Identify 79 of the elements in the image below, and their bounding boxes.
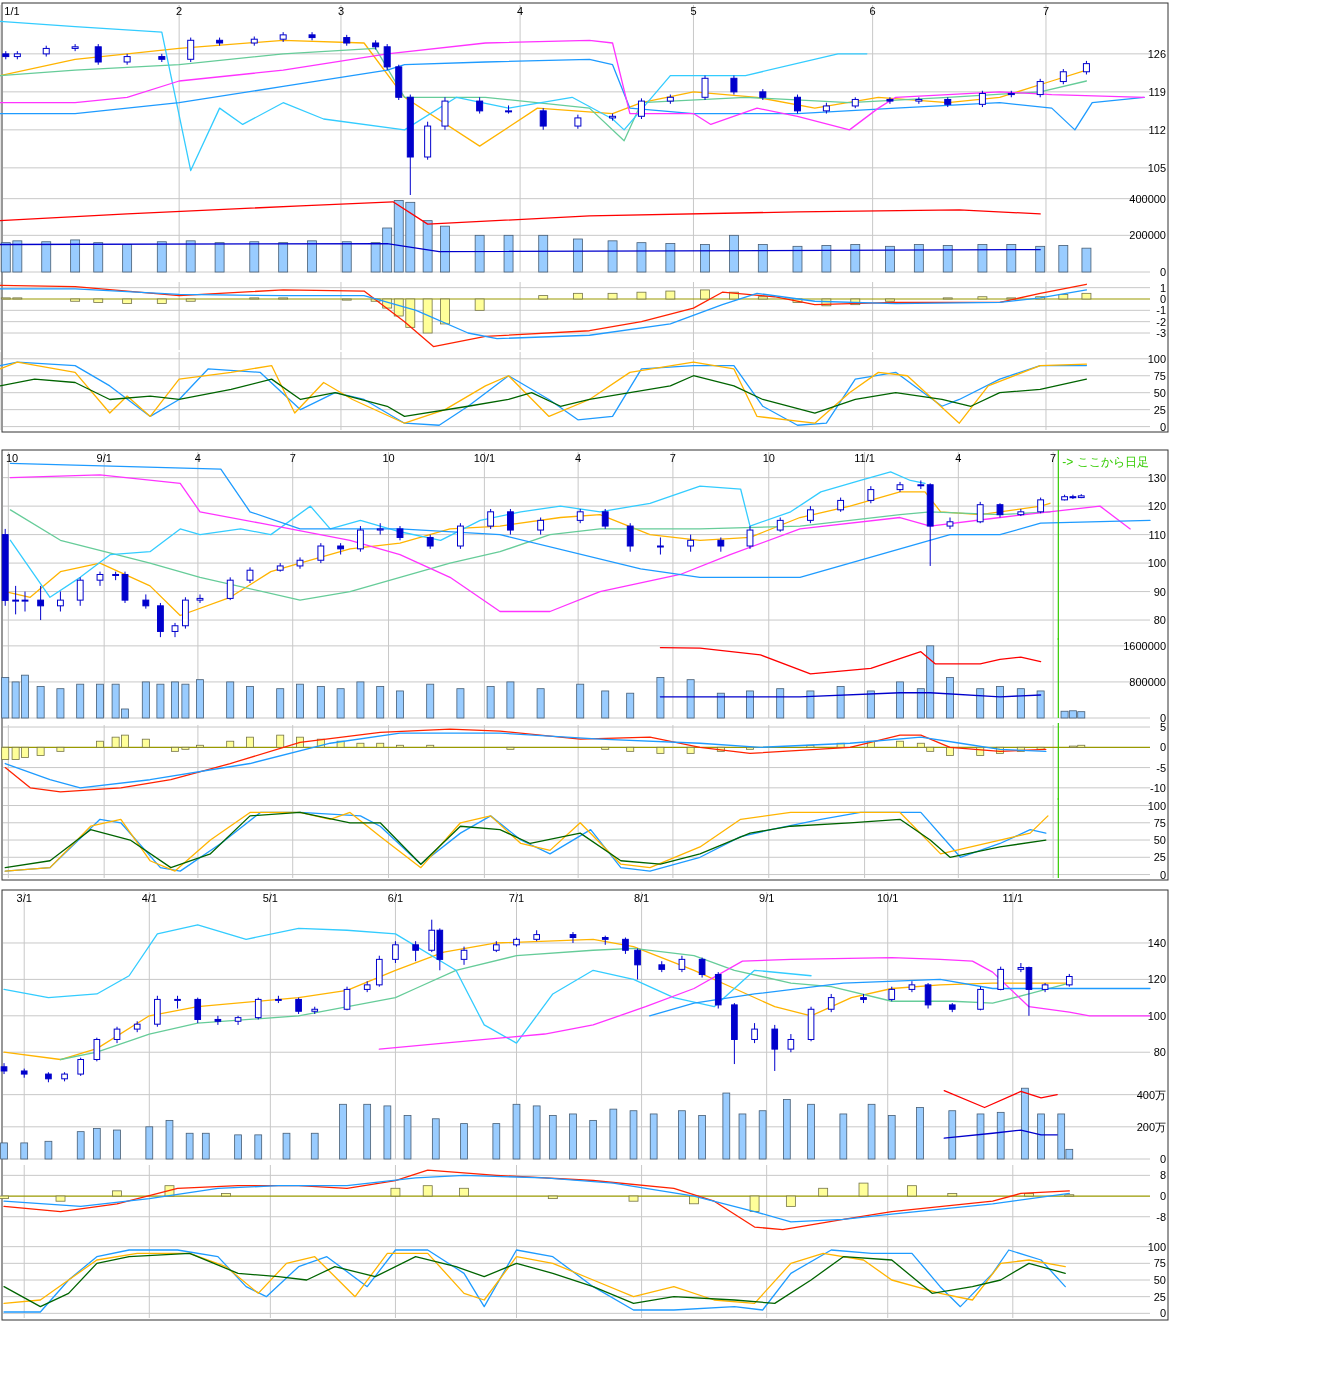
y-tick-label: 130	[1147, 471, 1166, 484]
x-tick-label: 10	[762, 452, 775, 464]
x-tick-label: 9/1	[759, 892, 775, 904]
y-tick-label: 0	[1159, 420, 1166, 433]
y-tick-label: -1	[1156, 304, 1166, 317]
x-tick-label: 11/1	[854, 452, 875, 464]
x-tick-label: 3/1	[16, 892, 32, 904]
y-tick-label: 0	[1159, 266, 1166, 278]
y-tick-label: 0	[1159, 1307, 1166, 1320]
y-tick-label: 100	[1147, 1009, 1166, 1022]
x-tick-label: 10/1	[473, 452, 496, 464]
y-tick-label: 200000	[1129, 229, 1166, 242]
y-tick-label: 0	[1159, 741, 1166, 754]
x-tick-label: 7/1	[508, 892, 525, 904]
y-tick-label: -10	[1150, 781, 1166, 794]
x-tick-label: 7	[289, 452, 296, 464]
y-tick-label: 1	[1159, 281, 1166, 294]
y-tick-label: 120	[1147, 500, 1166, 513]
x-tick-label: 3	[337, 5, 345, 17]
x-tick-label: 1/1	[4, 5, 20, 17]
x-tick-label: 7	[1042, 5, 1050, 17]
y-tick-label: 50	[1153, 386, 1166, 399]
y-tick-label: 100	[1147, 557, 1166, 570]
x-tick-label: 6/1	[387, 892, 404, 904]
y-tick-label: 140	[1147, 936, 1166, 949]
y-tick-label: 25	[1153, 1290, 1166, 1303]
x-tick-label: 4	[955, 452, 962, 464]
y-tick-label: 100	[1147, 1240, 1166, 1253]
y-tick-label: 25	[1153, 403, 1166, 416]
y-tick-label: -5	[1156, 761, 1166, 774]
y-tick-label: 100	[1147, 352, 1166, 365]
x-tick-label: 4/1	[141, 892, 157, 904]
y-tick-label: 110	[1148, 528, 1166, 541]
y-tick-label: 50	[1153, 1274, 1166, 1286]
x-tick-label: 9/1	[96, 452, 112, 464]
y-tick-label: -2	[1156, 315, 1166, 328]
y-tick-label: 200万	[1136, 1120, 1166, 1133]
ref-line-label: -> ここから日足	[1062, 455, 1149, 469]
x-tick-label: 6	[869, 5, 876, 17]
x-tick-label: 4	[575, 452, 582, 464]
y-tick-label: 75	[1153, 816, 1166, 829]
y-tick-label: 25	[1153, 851, 1166, 864]
y-tick-label: 75	[1153, 1257, 1166, 1270]
x-tick-label: 10/1	[877, 892, 899, 904]
y-tick-label: 0	[1159, 293, 1166, 305]
x-tick-label: 5/1	[262, 892, 278, 904]
x-tick-label: 2	[176, 5, 183, 17]
y-tick-label: 75	[1153, 369, 1166, 382]
y-tick-label: 120	[1147, 973, 1166, 986]
y-tick-label: -8	[1156, 1210, 1166, 1223]
y-tick-label: 0	[1159, 868, 1166, 881]
y-tick-label: 1600000	[1123, 639, 1166, 652]
y-tick-label: 80	[1153, 614, 1166, 627]
x-tick-label: 4	[194, 452, 201, 464]
y-tick-label: 100	[1147, 799, 1166, 812]
y-tick-label: 0	[1159, 1153, 1166, 1165]
x-tick-label: 10	[382, 452, 395, 464]
x-tick-label: 11/1	[1002, 892, 1024, 904]
y-tick-label: 5	[1159, 721, 1166, 734]
y-tick-label: 90	[1153, 585, 1166, 598]
x-tick-label: 5	[690, 5, 697, 17]
y-tick-label: 0	[1159, 1190, 1166, 1203]
y-tick-label: 112	[1148, 123, 1166, 136]
y-tick-label: 8	[1159, 1169, 1166, 1182]
y-tick-label: -3	[1156, 327, 1166, 339]
x-tick-label: 8/1	[633, 892, 650, 904]
y-tick-label: 50	[1153, 834, 1166, 847]
x-tick-label: 10	[5, 452, 19, 464]
x-tick-label: 7	[669, 452, 676, 464]
y-tick-label: 80	[1153, 1046, 1166, 1059]
y-tick-label: 119	[1148, 85, 1166, 98]
y-tick-label: 126	[1147, 47, 1166, 60]
y-tick-label: 105	[1147, 161, 1166, 174]
y-tick-label: 800000	[1129, 675, 1166, 688]
x-tick-label: 7	[1050, 452, 1057, 464]
y-tick-label: 400000	[1129, 192, 1166, 205]
y-tick-label: 400万	[1136, 1088, 1166, 1101]
y-tick-label: 0	[1159, 712, 1166, 724]
x-tick-label: 4	[517, 5, 524, 17]
